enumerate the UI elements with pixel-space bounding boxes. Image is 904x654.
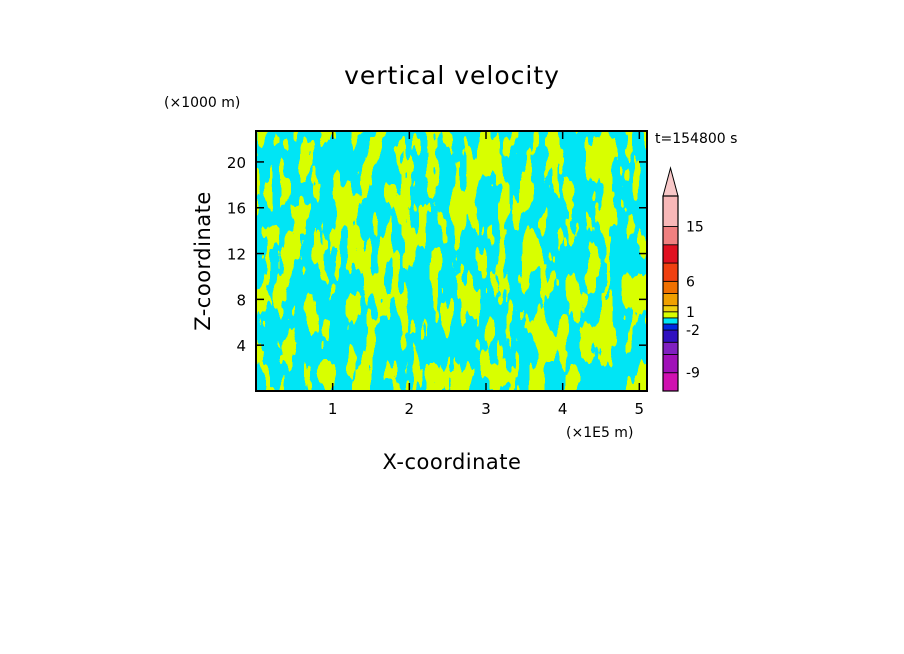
- colorbar-tick-label: -2: [686, 323, 700, 339]
- colorbar-segment: [662, 293, 679, 307]
- x-axis-ticks: 1 2 3 4 5: [328, 131, 644, 418]
- y-tick-label: 4: [236, 337, 246, 355]
- y-tick-label: 16: [227, 200, 246, 218]
- colorbar-segment: [662, 323, 679, 331]
- y-axis-ticks: 4 8 12 16 20: [227, 154, 647, 355]
- x-tick-label: 1: [328, 400, 338, 418]
- colorbar-segment: [662, 317, 679, 325]
- y-unit-label: (×1000 m): [164, 95, 240, 111]
- colorbar-frame: [662, 195, 679, 392]
- colorbar-segment: [662, 311, 679, 319]
- x-axis-label: X-coordinate: [383, 450, 522, 474]
- colorbar-segment: [662, 262, 679, 282]
- colorbar-segment: [662, 305, 679, 313]
- x-tick-label: 5: [635, 400, 645, 418]
- colorbar: 15 6 1 -2 -9: [662, 166, 704, 392]
- field-positive-region: [256, 131, 647, 391]
- colorbar-segment: [662, 226, 679, 246]
- colorbar-segment: [662, 372, 679, 392]
- colorbar-segment: [662, 280, 679, 294]
- time-label: t=154800 s: [655, 131, 737, 147]
- y-tick-label: 12: [227, 246, 246, 264]
- colorbar-segment: [662, 341, 679, 355]
- plot-area: [255, 130, 648, 392]
- x-tick-label: 2: [405, 400, 415, 418]
- y-axis-label: Z-coordinate: [191, 191, 215, 331]
- y-tick-label: 20: [227, 154, 246, 172]
- colorbar-segment: [662, 329, 679, 343]
- colorbar-tick-label: 1: [686, 305, 695, 321]
- colorbar-tick-label: 15: [686, 219, 704, 235]
- colorbar-segment: [662, 195, 679, 227]
- y-tick-label: 8: [236, 291, 246, 309]
- x-tick-label: 3: [481, 400, 491, 418]
- plot-frame: [255, 130, 648, 392]
- colorbar-tick-label: 6: [686, 274, 695, 290]
- colorbar-segment: [662, 244, 679, 264]
- x-unit-label: (×1E5 m): [566, 425, 633, 441]
- colorbar-segment: [662, 354, 679, 374]
- chart-title: vertical velocity: [344, 61, 560, 90]
- x-tick-label: 4: [558, 400, 568, 418]
- colorbar-extension-arrow: [662, 166, 679, 197]
- colorbar-tick-label: -9: [686, 366, 700, 382]
